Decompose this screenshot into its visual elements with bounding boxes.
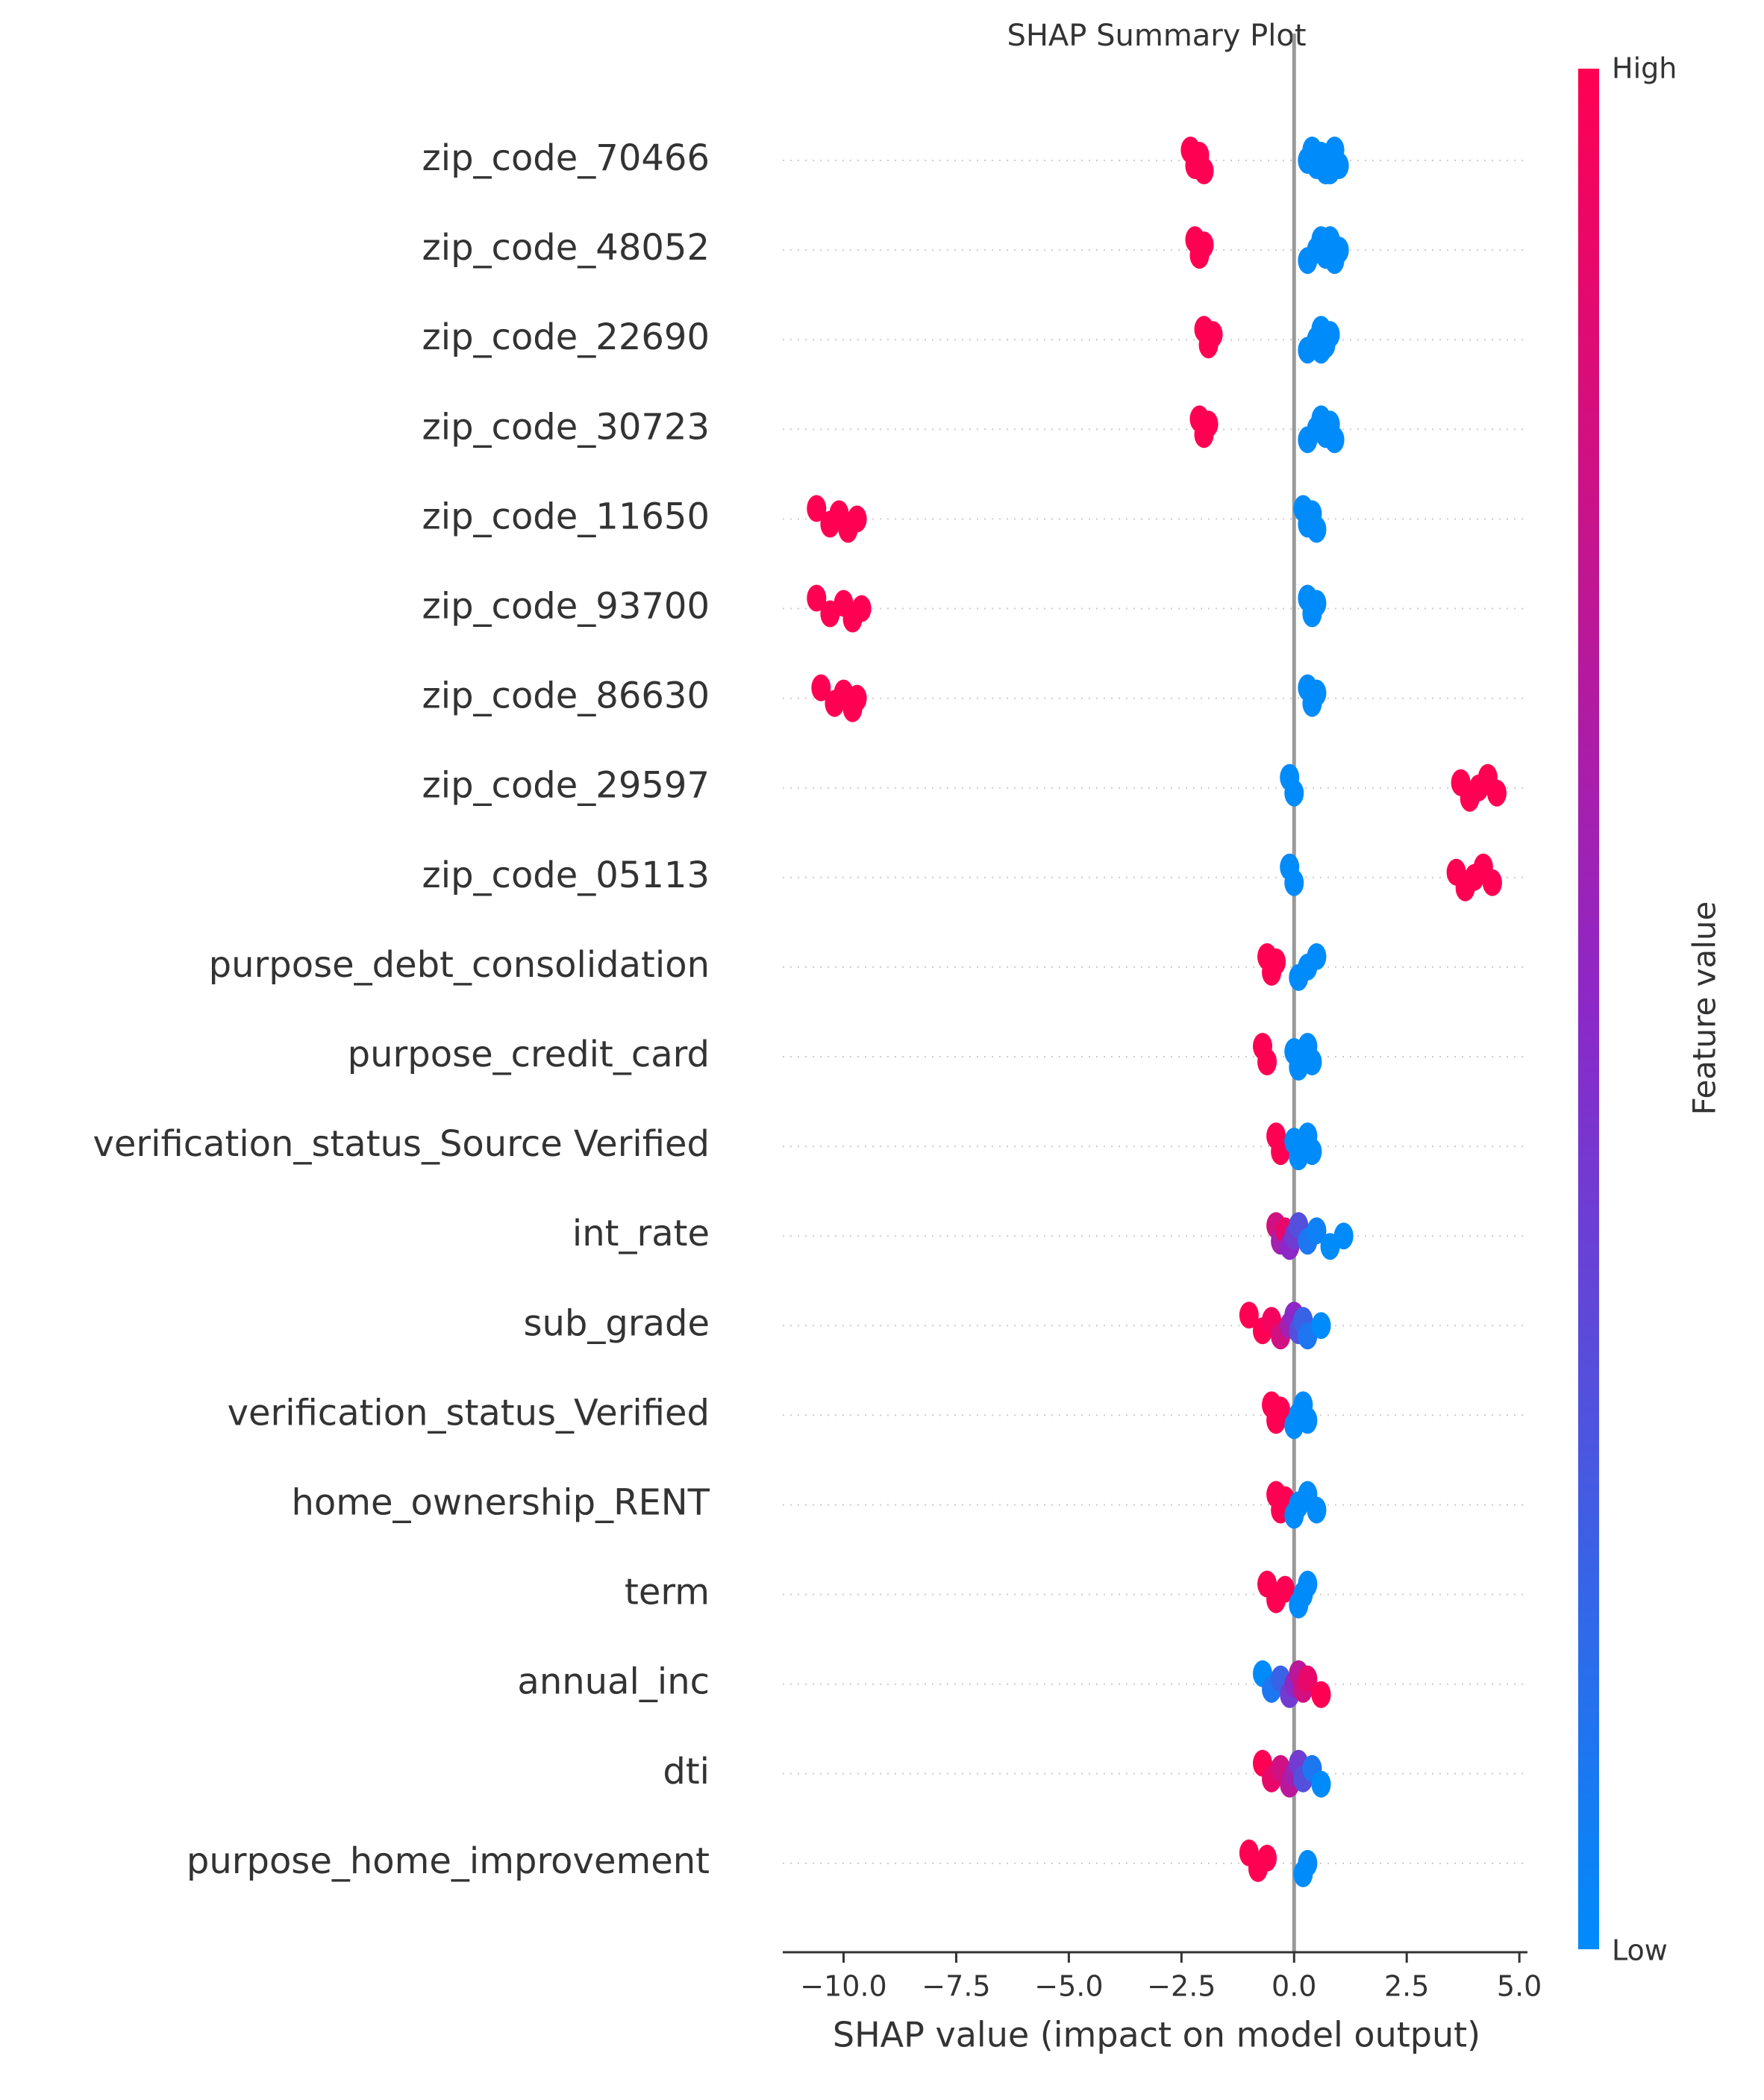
shap-dot [1271, 1396, 1291, 1424]
x-tick-label: 0.0 [1272, 1970, 1316, 2003]
shap-dot [1307, 943, 1327, 970]
feature-label: zip_code_86630 [422, 675, 710, 717]
chart-title: SHAP Summary Plot [1007, 19, 1306, 53]
shap-dot [1307, 516, 1327, 543]
colorbar-label: Feature value [1686, 901, 1723, 1116]
shap-dot [1482, 869, 1502, 896]
feature-label: zip_code_30723 [422, 406, 710, 448]
feature-label: purpose_credit_card [348, 1034, 710, 1075]
shap-dot [1298, 1570, 1318, 1598]
shap-dot [1203, 321, 1223, 349]
shap-dot [1266, 948, 1286, 975]
colorbar-high: High [1612, 52, 1677, 85]
feature-label: zip_code_48052 [422, 227, 710, 269]
feature-label: zip_code_29597 [422, 765, 710, 807]
shap-dot [1298, 1665, 1318, 1693]
shap-dot [851, 595, 872, 622]
shap-dot [847, 684, 867, 712]
shap-dot [1198, 410, 1219, 438]
x-tick-label: −10.0 [800, 1970, 886, 2003]
shap-dot [1239, 1301, 1259, 1329]
feature-label: zip_code_05113 [422, 854, 710, 896]
shap-dot [1302, 1049, 1322, 1075]
shap-dot [1275, 1575, 1295, 1603]
feature-label: int_rate [572, 1213, 710, 1254]
shap-dot [1194, 231, 1214, 259]
feature-label: term [625, 1572, 710, 1613]
shap-dot [1307, 679, 1327, 707]
shap-dot [1324, 426, 1345, 454]
x-tick-label: −5.0 [1034, 1970, 1103, 2003]
colorbar-low: Low [1612, 1934, 1668, 1967]
shap-dot [1194, 157, 1214, 184]
x-tick-label: −7.5 [922, 1970, 990, 2003]
x-tick-label: 2.5 [1384, 1970, 1429, 2003]
shap-dot [1298, 1849, 1318, 1877]
x-axis-label: SHAP value (impact on model output) [833, 2015, 1480, 2055]
shap-dot [807, 584, 827, 612]
feature-label: home_ownership_RENT [291, 1482, 710, 1524]
shap-dot [1257, 1049, 1277, 1075]
x-tick-label: 5.0 [1497, 1970, 1542, 2003]
feature-label: verification_status_Verified [228, 1392, 710, 1434]
feature-label: dti [663, 1751, 710, 1793]
feature-label: zip_code_70466 [422, 137, 710, 179]
shap-dot [811, 674, 831, 701]
shap-dot [1307, 1217, 1327, 1245]
shap-dot [1311, 1681, 1331, 1708]
feature-label: zip_code_22690 [422, 316, 710, 358]
shap-dot [807, 495, 827, 522]
shap-dot [1307, 1496, 1327, 1524]
shap-dot [1284, 869, 1304, 896]
shap-dot [1486, 779, 1507, 807]
feature-label: zip_code_11650 [422, 496, 710, 537]
shap-dot [1311, 1770, 1331, 1798]
shap-dot [1302, 1138, 1322, 1166]
feature-label: verification_status_Source Verified [93, 1123, 710, 1165]
x-tick-label: −2.5 [1147, 1970, 1216, 2003]
shap-dot [1257, 1844, 1277, 1872]
shap-dot [1320, 157, 1340, 184]
shap-dot [1307, 590, 1327, 617]
feature-label: purpose_home_improvement [187, 1840, 710, 1882]
shap-dot [1320, 226, 1340, 254]
shap-dot [1311, 337, 1331, 364]
shap-dot [847, 505, 867, 533]
feature-label: purpose_debt_consolidation [209, 944, 710, 986]
shap-dot [1311, 1312, 1331, 1340]
shap-dot [1298, 1407, 1318, 1434]
feature-label: annual_inc [517, 1661, 710, 1703]
shap-dot [1333, 1222, 1354, 1250]
colorbar [1578, 69, 1599, 1949]
feature-label: zip_code_93700 [422, 586, 710, 628]
shap-dot [1284, 779, 1304, 807]
feature-label: sub_grade [523, 1302, 710, 1344]
